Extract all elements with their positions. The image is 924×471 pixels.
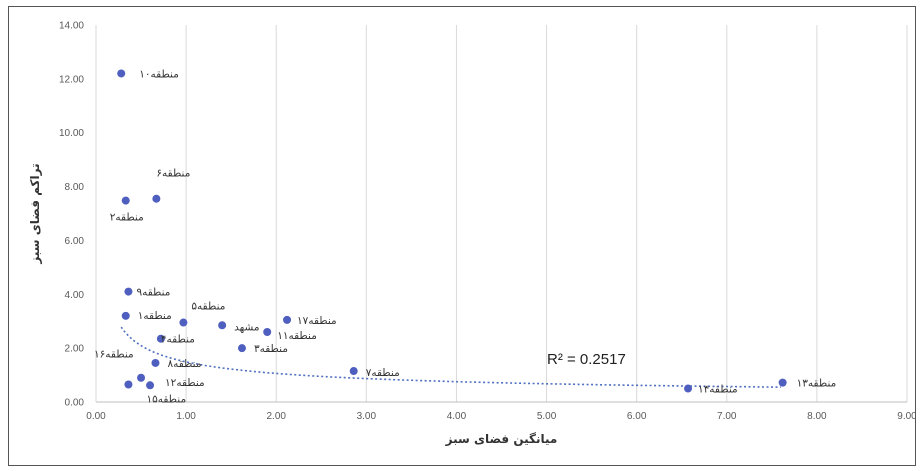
y-tick-labels: 0.00 2.00 4.00 6.00 8.00 10.00 12.00 14.00 [59,21,84,409]
data-point [137,373,146,382]
data-point [151,358,160,367]
point-label: منطقه۱ [138,310,172,322]
data-point [218,321,227,330]
axes [95,25,907,403]
y-tick-label: 4.00 [65,290,85,301]
x-axis-title: میانگین فضای سبز [445,432,558,446]
x-tick-label: 7.00 [717,411,737,422]
point-label: منطقه۱۴ [698,384,738,396]
point-label: منطقه۸ [167,358,201,370]
data-point [156,334,165,343]
data-point [283,315,292,324]
x-tick-label: 8.00 [807,411,827,422]
y-tick-label: 8.00 [65,182,85,193]
x-tick-label: 1.00 [176,411,196,422]
data-point [179,318,188,327]
y-tick-label: 14.00 [59,21,84,32]
data-point [117,69,126,78]
point-label: منطقه۱۱ [277,330,317,342]
data-points [117,69,787,393]
point-label: منطقه۱۷ [297,315,337,327]
data-point [121,311,130,320]
data-point [263,327,272,336]
y-axis-title: تراکم فضای سبز [28,163,42,264]
point-label: منطقه۹ [136,287,170,299]
point-labels: منطقه۱۰ منطقه۶ منطقه۲ منطقه۹ منطقه۱ منطقه۵ منط… [94,68,836,405]
x-tick-label: 0.00 [86,411,106,422]
data-point [152,194,161,203]
data-point [778,378,787,387]
point-label: منطقه۶ [156,168,190,180]
scatter-chart: 0.00 2.00 4.00 6.00 8.00 10.00 12.00 14.00 0.00… [28,21,915,447]
point-label: مشهد [234,321,259,333]
data-point [124,287,133,296]
data-point [124,380,133,389]
point-label: منطقه۷ [366,367,400,379]
x-tick-label: 3.00 [357,411,377,422]
trendline [120,326,781,388]
x-tick-label: 9.00 [897,411,915,422]
data-point [121,196,130,205]
point-label: منطقه۱۶ [94,349,134,361]
data-point [349,367,358,376]
data-point [684,384,693,393]
point-label: منطقه۱۵ [146,393,186,405]
x-tick-label: 6.00 [627,411,647,422]
r-squared-label: R² = 0.2517 [547,351,626,368]
point-label: منطقه۱۳ [797,378,837,390]
point-label: منطقه۱۲ [165,377,205,389]
x-tick-label: 4.00 [447,411,467,422]
gridlines [185,25,908,402]
point-label: منطقه۴ [161,334,195,346]
chart-frame: 0.00 2.00 4.00 6.00 8.00 10.00 12.00 14.00 0.00… [8,6,916,466]
point-label: منطقه۲ [110,212,144,224]
x-tick-labels: 0.00 1.00 2.00 3.00 4.00 5.00 6.00 7.00 8.00 9.00 [86,411,915,422]
y-tick-label: 10.00 [59,128,84,139]
y-tick-label: 0.00 [65,398,85,409]
point-label: منطقه۵ [191,301,225,313]
data-point [146,381,155,390]
x-tick-label: 2.00 [266,411,286,422]
point-label: منطقه۳ [254,343,288,355]
y-tick-label: 6.00 [65,236,85,247]
y-tick-label: 2.00 [65,344,85,355]
x-tick-label: 5.00 [537,411,557,422]
data-point [237,344,246,353]
point-label: منطقه۱۰ [139,68,179,80]
y-tick-label: 12.00 [59,74,84,85]
